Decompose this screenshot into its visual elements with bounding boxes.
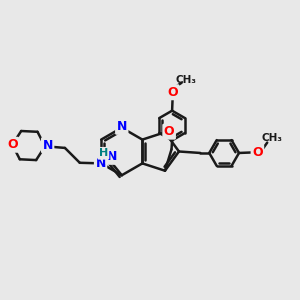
Text: N: N (95, 158, 106, 170)
Text: N: N (117, 120, 127, 133)
Text: O: O (167, 86, 178, 99)
Text: N: N (43, 139, 53, 152)
Text: O: O (7, 138, 18, 151)
Text: O: O (164, 125, 174, 138)
Text: CH₃: CH₃ (176, 75, 197, 85)
Text: N: N (107, 150, 117, 163)
Text: CH₃: CH₃ (261, 133, 282, 143)
Text: H: H (99, 148, 108, 158)
Text: O: O (252, 146, 263, 159)
